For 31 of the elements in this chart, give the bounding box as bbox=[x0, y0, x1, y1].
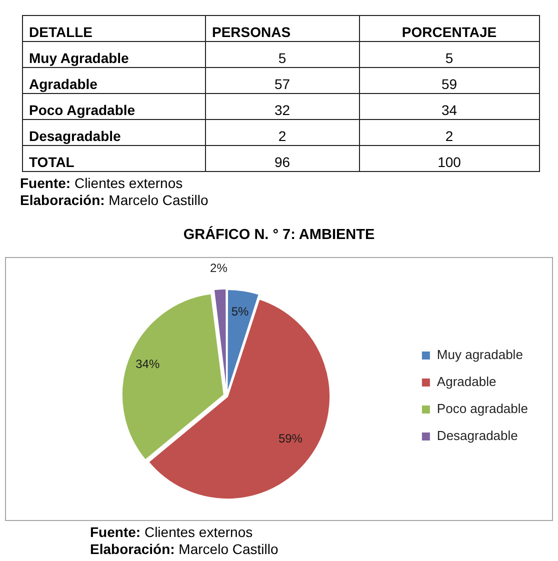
category-label: Muy Agradable bbox=[22, 42, 206, 68]
category-label: Agradable bbox=[22, 68, 206, 94]
chart-title: GRÁFICO N. ° 7: AMBIENTE bbox=[182, 227, 376, 243]
data-label: 5% bbox=[231, 304, 250, 318]
text: Elaboración: Marcelo Castillo bbox=[90, 541, 278, 558]
data-label: 96 bbox=[206, 146, 360, 172]
data-label: 2% bbox=[210, 261, 228, 276]
data-label: 5 bbox=[359, 42, 540, 68]
data-label: 100 bbox=[359, 146, 540, 172]
data-label: 59 bbox=[359, 68, 540, 94]
source-note: Fuente: Clientes externos bbox=[90, 524, 254, 541]
data-label: 2 bbox=[206, 120, 360, 146]
category-label: Poco Agradable bbox=[22, 94, 206, 120]
text: Elaboración: Marcelo Castillo bbox=[20, 192, 208, 209]
legend-label: Desagradable bbox=[436, 428, 518, 444]
data-label: 57 bbox=[206, 68, 360, 94]
data-label: 34% bbox=[136, 356, 160, 371]
source-note: Fuente: Clientes externos bbox=[20, 175, 184, 192]
legend-label: Muy agradable bbox=[436, 347, 523, 362]
text: DETALLE bbox=[22, 16, 206, 42]
text: PERSONAS bbox=[206, 16, 360, 42]
data-label: 2 bbox=[359, 120, 540, 146]
legend-label: Agradable bbox=[436, 374, 496, 390]
legend-label: Poco agradable bbox=[436, 401, 528, 416]
data-label: 34 bbox=[359, 94, 540, 120]
data-label: 59% bbox=[278, 432, 303, 446]
data-label: 5 bbox=[206, 42, 360, 68]
category-label: TOTAL bbox=[22, 146, 206, 172]
text: PORCENTAJE bbox=[359, 16, 540, 42]
data-label: 32 bbox=[206, 94, 360, 120]
category-label: Desagradable bbox=[22, 120, 206, 146]
